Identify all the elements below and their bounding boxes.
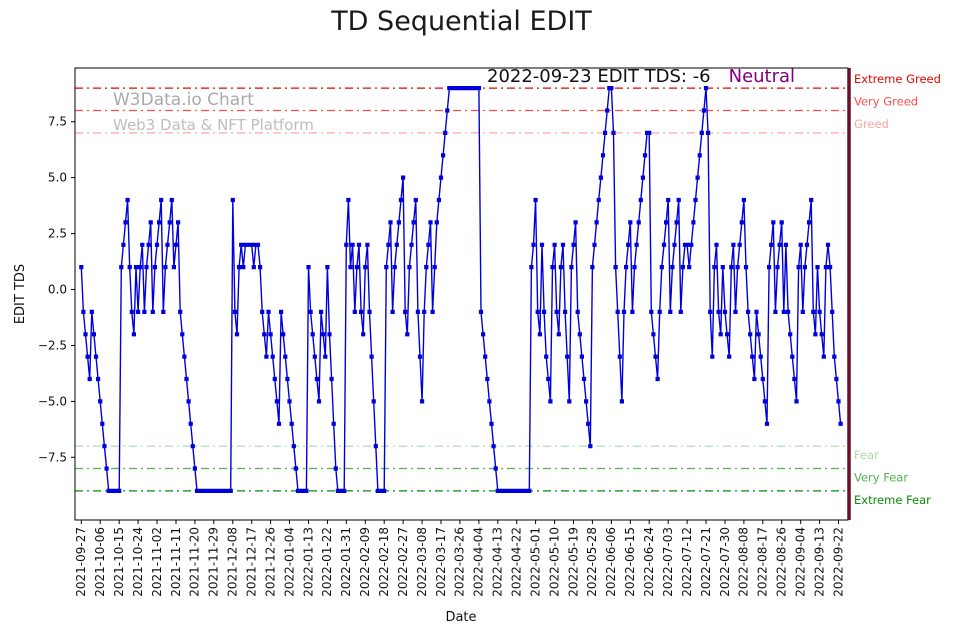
x-tick-label: 2022-08-08 [737,527,751,597]
plot-frame [74,67,849,521]
x-tick-label: 2021-10-15 [112,527,126,597]
y-tick-label: 0.0 [48,283,67,297]
x-tick-label: 2021-10-24 [131,527,145,597]
x-tick-label: 2022-07-03 [661,527,675,597]
series-markers [79,86,843,493]
x-tick-label: 2022-09-13 [812,527,826,597]
y-tick-label: 2.5 [48,227,67,241]
x-tick-label: 2022-03-17 [434,527,448,597]
x-tick-label: 2022-05-01 [528,527,542,597]
x-tick-label: 2022-07-30 [718,527,732,597]
y-tick-label: 7.5 [48,115,67,129]
threshold-label: Very Greed [854,95,918,109]
y-tick-label: −7.5 [38,450,67,464]
x-tick-label: 2022-02-27 [396,527,410,597]
x-tick-label: 2022-05-28 [585,527,599,597]
x-tick-label: 2022-06-24 [642,527,656,597]
latest-annotation: 2022-09-23 EDIT TDS: -6 Neutral [487,66,795,87]
x-tick-label: 2022-01-04 [282,527,296,597]
x-tick-label: 2021-10-06 [93,527,107,597]
x-tick-label: 2022-01-22 [320,527,334,597]
y-tick-label: 5.0 [48,171,67,185]
x-tick-label: 2022-03-08 [415,527,429,597]
x-axis-label: Date [445,610,476,625]
x-tick-label: 2022-02-18 [377,527,391,597]
x-tick-label: 2021-11-02 [150,527,164,597]
threshold-label: Extreme Fear [854,493,931,507]
x-tick-label: 2021-11-29 [207,527,221,597]
x-tick-label: 2022-09-22 [831,527,845,597]
x-tick-label: 2022-04-13 [491,527,505,597]
threshold-label: Fear [854,448,879,462]
x-tick-label: 2022-01-13 [301,527,315,597]
x-tick-label: 2022-06-15 [623,527,637,597]
threshold-label: Very Fear [854,471,908,485]
x-tick-label: 2022-03-26 [453,527,467,597]
y-tick-label: −2.5 [38,339,67,353]
x-tick-label: 2022-05-19 [566,527,580,597]
x-tick-label: 2021-12-26 [263,527,277,597]
x-tick-label: 2022-08-17 [756,527,770,597]
annotation-status: Neutral [728,66,796,87]
x-tick-label: 2022-01-31 [339,527,353,597]
x-tick-label: 2022-07-12 [680,527,694,597]
x-tick-label: 2022-02-09 [358,527,372,597]
watermark-line2: Web3 Data & NFT Platform [113,116,314,134]
x-tick-label: 2022-04-22 [510,527,524,597]
x-tick-label: 2022-07-21 [699,527,713,597]
y-axis-label: EDIT TDS [13,264,28,324]
x-tick-label: 2021-12-17 [245,527,259,597]
threshold-label: Extreme Greed [854,72,941,86]
threshold-label: Greed [854,117,889,131]
watermark-line1: W3Data.io Chart [113,90,254,110]
x-tick-label: 2021-12-08 [226,527,240,597]
annotation-text: 2022-09-23 EDIT TDS: -6 [487,66,711,87]
y-tick-label: −5.0 [38,394,67,408]
x-tick-label: 2022-04-04 [472,527,486,597]
x-tick-label: 2022-05-10 [547,527,561,597]
x-tick-label: 2021-11-11 [169,527,183,597]
series-line [80,87,842,492]
x-tick-label: 2022-09-04 [794,527,808,597]
chart-title: TD Sequential EDIT [331,6,592,37]
x-tick-label: 2022-08-26 [775,527,789,597]
x-tick-label: 2021-09-27 [74,527,88,597]
x-tick-label: 2021-11-20 [188,527,202,597]
x-tick-label: 2022-06-06 [604,527,618,597]
